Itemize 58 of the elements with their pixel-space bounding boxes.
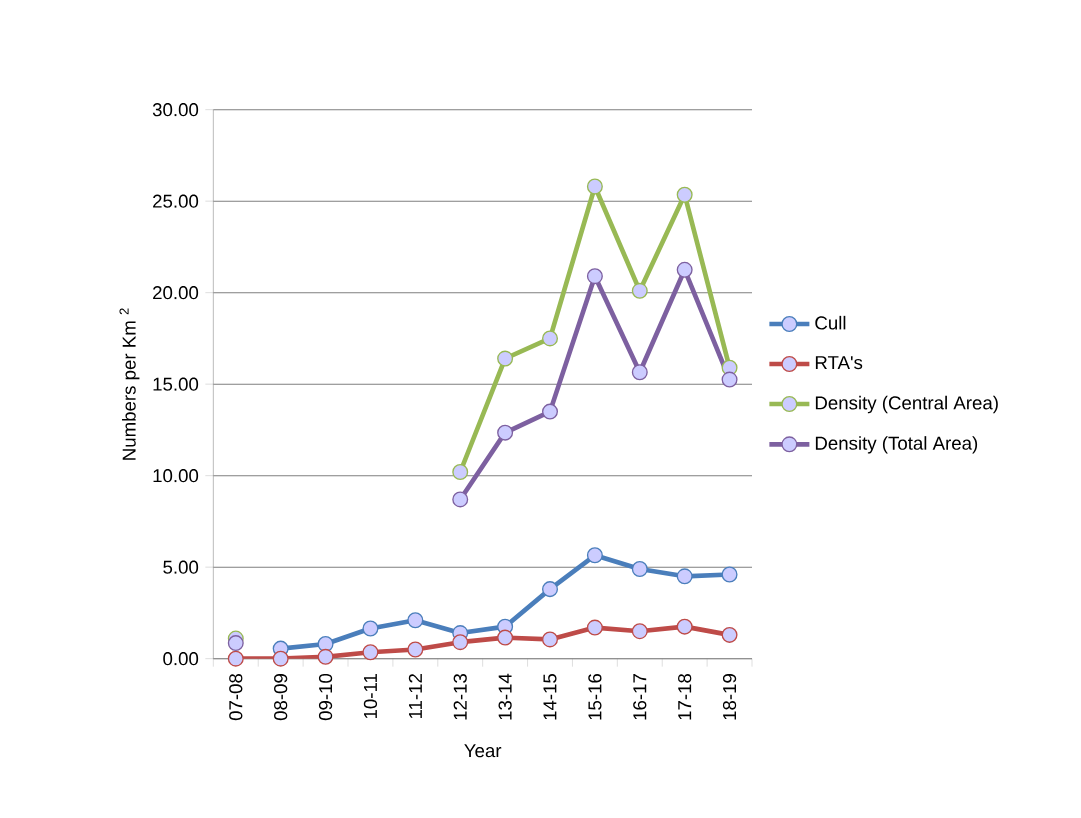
y-tick-label: 15.00 <box>153 377 199 391</box>
x-tick-label: 14-15 <box>543 673 557 720</box>
point <box>452 634 469 651</box>
x-axis-title: Year <box>464 744 502 758</box>
x-tick-label: 17-18 <box>678 673 692 720</box>
point <box>676 618 693 635</box>
x-tick-label: 12-13 <box>453 673 467 720</box>
point <box>631 364 648 381</box>
point <box>452 491 469 508</box>
point <box>586 547 603 564</box>
x-tick-label: 07-08 <box>229 673 243 721</box>
x-tick-label: 16-17 <box>633 674 647 720</box>
point <box>497 424 514 441</box>
legend-label: RTA's <box>815 356 863 370</box>
legend-label: Cull <box>815 315 846 330</box>
point <box>676 186 693 203</box>
point <box>676 261 693 278</box>
y-tick-label: 30.00 <box>152 103 199 117</box>
point <box>631 560 648 577</box>
legend-label: Density (Central Area) <box>815 395 998 414</box>
point <box>721 626 738 643</box>
point <box>631 623 648 640</box>
point <box>721 566 738 583</box>
y-tick-label: 0.00 <box>163 652 199 666</box>
point <box>407 612 424 629</box>
point <box>362 620 379 637</box>
point <box>586 619 603 636</box>
y-tick-label: 5.00 <box>163 560 199 574</box>
x-tick-label: 18-19 <box>722 674 737 720</box>
point <box>317 648 334 665</box>
point <box>497 629 514 646</box>
y-tick-label: 10.00 <box>153 469 199 483</box>
y-tick-label: 25.00 <box>153 194 199 208</box>
point <box>407 641 424 658</box>
y-axis-title: Numbers per Km $^{2}$ <box>119 308 140 460</box>
y-tick-label: 20.00 <box>153 286 199 300</box>
x-tick-label: 09-10 <box>318 673 333 721</box>
point <box>586 178 603 195</box>
x-tick-label: 15-16 <box>588 673 602 720</box>
point <box>631 282 648 299</box>
point <box>497 350 514 367</box>
x-tick-label: 08-09 <box>274 674 288 721</box>
point <box>542 403 559 420</box>
x-tick-label: 10-11 <box>363 674 378 719</box>
point <box>586 268 603 285</box>
point <box>542 631 559 648</box>
point <box>362 644 379 661</box>
point <box>721 371 738 388</box>
point <box>227 650 244 667</box>
point <box>676 568 693 585</box>
point <box>542 581 559 598</box>
x-tick-label: 13-14 <box>498 673 512 720</box>
point <box>227 635 244 652</box>
point <box>542 330 559 347</box>
x-tick-label: 11-12 <box>408 674 422 719</box>
point <box>452 464 469 481</box>
point <box>272 650 289 667</box>
legend-label: Density (Total Area) <box>815 436 978 454</box>
